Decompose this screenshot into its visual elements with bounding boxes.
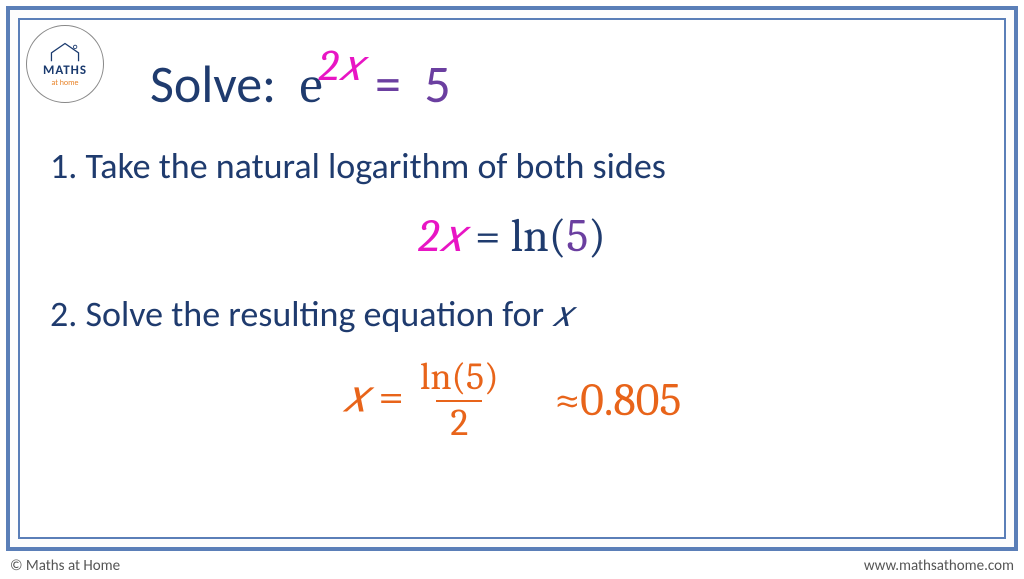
- eq2-fraction: ln(5)2: [414, 358, 505, 444]
- website-url: www.mathsathome.com: [864, 557, 1014, 575]
- step-2-text: Solve the resulting equation for: [85, 292, 552, 336]
- copyright: © Maths at Home: [10, 557, 120, 575]
- step-1: 1. Take the natural logarithm of both si…: [50, 144, 974, 188]
- eq2-denominator: 2: [436, 400, 482, 444]
- footer: © Maths at Home www.mathsathome.com: [10, 557, 1014, 575]
- step-2-var: 𝑥: [552, 294, 572, 335]
- equation-2: 𝑥 = ln(5)2 ≈0.805: [50, 358, 974, 444]
- rhs-value: 5: [424, 52, 450, 116]
- logo-badge: MATHS at home: [26, 25, 104, 103]
- prompt-label: Solve:: [150, 52, 276, 116]
- outer-frame: MATHS at home Solve: e2𝑥 = 5 1. Take the…: [6, 6, 1018, 551]
- eq1-argument: 5: [566, 210, 588, 263]
- house-icon: [48, 41, 82, 63]
- step-1-text: Take the natural logarithm of both sides: [85, 144, 665, 188]
- eq2-main: 𝑥 = ln(5)2: [343, 358, 505, 444]
- logo-main-text: MATHS: [43, 63, 87, 78]
- eq2-relation: =: [368, 371, 414, 424]
- eq2-x: 𝑥: [343, 371, 369, 424]
- step-2: 2. Solve the resulting equation for 𝑥: [50, 292, 974, 336]
- step-1-number: 1.: [50, 144, 77, 188]
- eq1-relation: =: [465, 210, 511, 263]
- equals-sign: =: [375, 52, 401, 116]
- eq2-approx: ≈0.805: [555, 374, 682, 427]
- equation-1: 2𝑥 = ln(5): [50, 210, 974, 264]
- inner-frame: MATHS at home Solve: e2𝑥 = 5 1. Take the…: [18, 18, 1006, 539]
- eq1-ln: ln: [511, 210, 549, 263]
- logo-sub-text: at home: [51, 78, 78, 88]
- eq2-numerator: ln(5): [414, 358, 505, 400]
- eq1-open-paren: (: [549, 210, 567, 263]
- exponent: 2𝑥: [318, 40, 363, 91]
- problem-statement: Solve: e2𝑥 = 5: [150, 40, 974, 116]
- eq1-lhs: 2𝑥: [418, 210, 465, 263]
- eq1-close-paren: ): [588, 210, 606, 263]
- step-2-number: 2.: [50, 292, 77, 336]
